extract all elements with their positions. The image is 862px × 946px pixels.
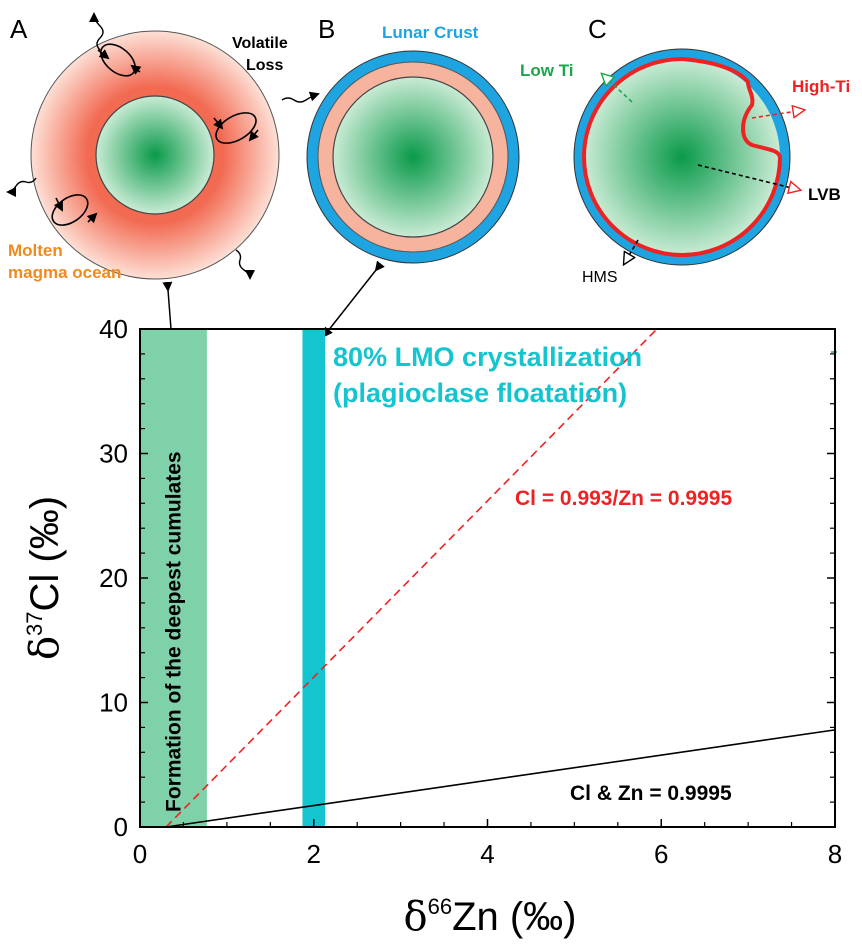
chart-bands	[140, 329, 326, 827]
lunar-core-disc-a	[95, 95, 215, 215]
volatile-loss-label-1: Volatile	[232, 35, 288, 52]
panel-a-letter: A	[10, 14, 28, 44]
band-deepest-cumulates-label: Formation of the deepest cumulates	[162, 451, 185, 812]
y-axis-ticks: 0 10 20 30 40	[99, 314, 835, 842]
y-tick-label: 30	[99, 439, 128, 469]
series-red-label: Cl = 0.993/Zn = 0.9995	[515, 487, 732, 510]
x-tick-label: 2	[307, 839, 321, 869]
volatile-loss-label-2: Loss	[246, 57, 283, 74]
x-axis-label-main: Zn (‰)	[452, 895, 576, 939]
high-ti-diapir	[681, 57, 782, 158]
lunar-core-disc-b	[332, 76, 494, 238]
x-tick-label: 4	[480, 839, 494, 869]
chart: 0 2 4 6 8 0 10 20 30 40 Formation of the deepest…	[22, 314, 842, 940]
y-tick-label: 0	[114, 812, 128, 842]
y-axis-title: δ37Cl (‰)	[22, 496, 68, 660]
y-axis-superscript: 37	[22, 611, 47, 635]
x-axis-ticks: 0 2 4 6 8	[133, 819, 842, 869]
y-axis-label-main: Cl (‰)	[23, 496, 67, 612]
x-tick-label: 8	[828, 839, 842, 869]
panel-b-letter: B	[318, 14, 335, 44]
x-axis-superscript: 66	[428, 894, 452, 919]
volatile-loss-arrows	[6, 12, 320, 280]
panel-c: C Low Ti High-Ti LVB HMS	[520, 14, 850, 286]
panel-a: A Volatile Loss Molten magma ocean	[6, 12, 320, 282]
high-ti-label: High-Ti	[792, 77, 850, 96]
band-1	[302, 329, 326, 827]
hms-label: HMS	[582, 269, 618, 286]
red-boundary	[582, 57, 782, 257]
lvb-label: LVB	[808, 185, 841, 204]
x-axis-title: δ66Zn (‰)	[403, 894, 576, 940]
lunar-crust-label: Lunar Crust	[382, 23, 479, 42]
series-line-1	[165, 729, 836, 828]
hms-pointer	[624, 239, 639, 264]
molten-label-1: Molten	[8, 241, 63, 260]
x-tick-label: 6	[654, 839, 668, 869]
low-ti-label: Low Ti	[520, 61, 574, 80]
x-tick-label: 0	[133, 839, 147, 869]
molten-label-2: magma ocean	[8, 263, 121, 282]
panel-c-letter: C	[588, 14, 607, 44]
series-black-label: Cl & Zn = 0.9995	[570, 782, 732, 805]
panel-b: B Lunar Crust	[306, 14, 520, 264]
y-tick-label: 10	[99, 688, 128, 718]
convection-cells	[51, 43, 259, 226]
lunar-core-disc-c	[584, 59, 780, 255]
y-tick-label: 40	[99, 314, 128, 344]
band-lmo-label-line1: 80% LMO crystallization	[333, 342, 642, 372]
band-0	[140, 329, 207, 827]
band-lmo-label-line2: (plagioclase floatation)	[333, 378, 627, 408]
lvb-pointer	[697, 164, 800, 190]
x-axis-symbol: δ	[403, 894, 427, 940]
y-axis-symbol: δ	[22, 636, 68, 660]
y-tick-label: 20	[99, 563, 128, 593]
high-ti-pointer	[751, 110, 804, 119]
